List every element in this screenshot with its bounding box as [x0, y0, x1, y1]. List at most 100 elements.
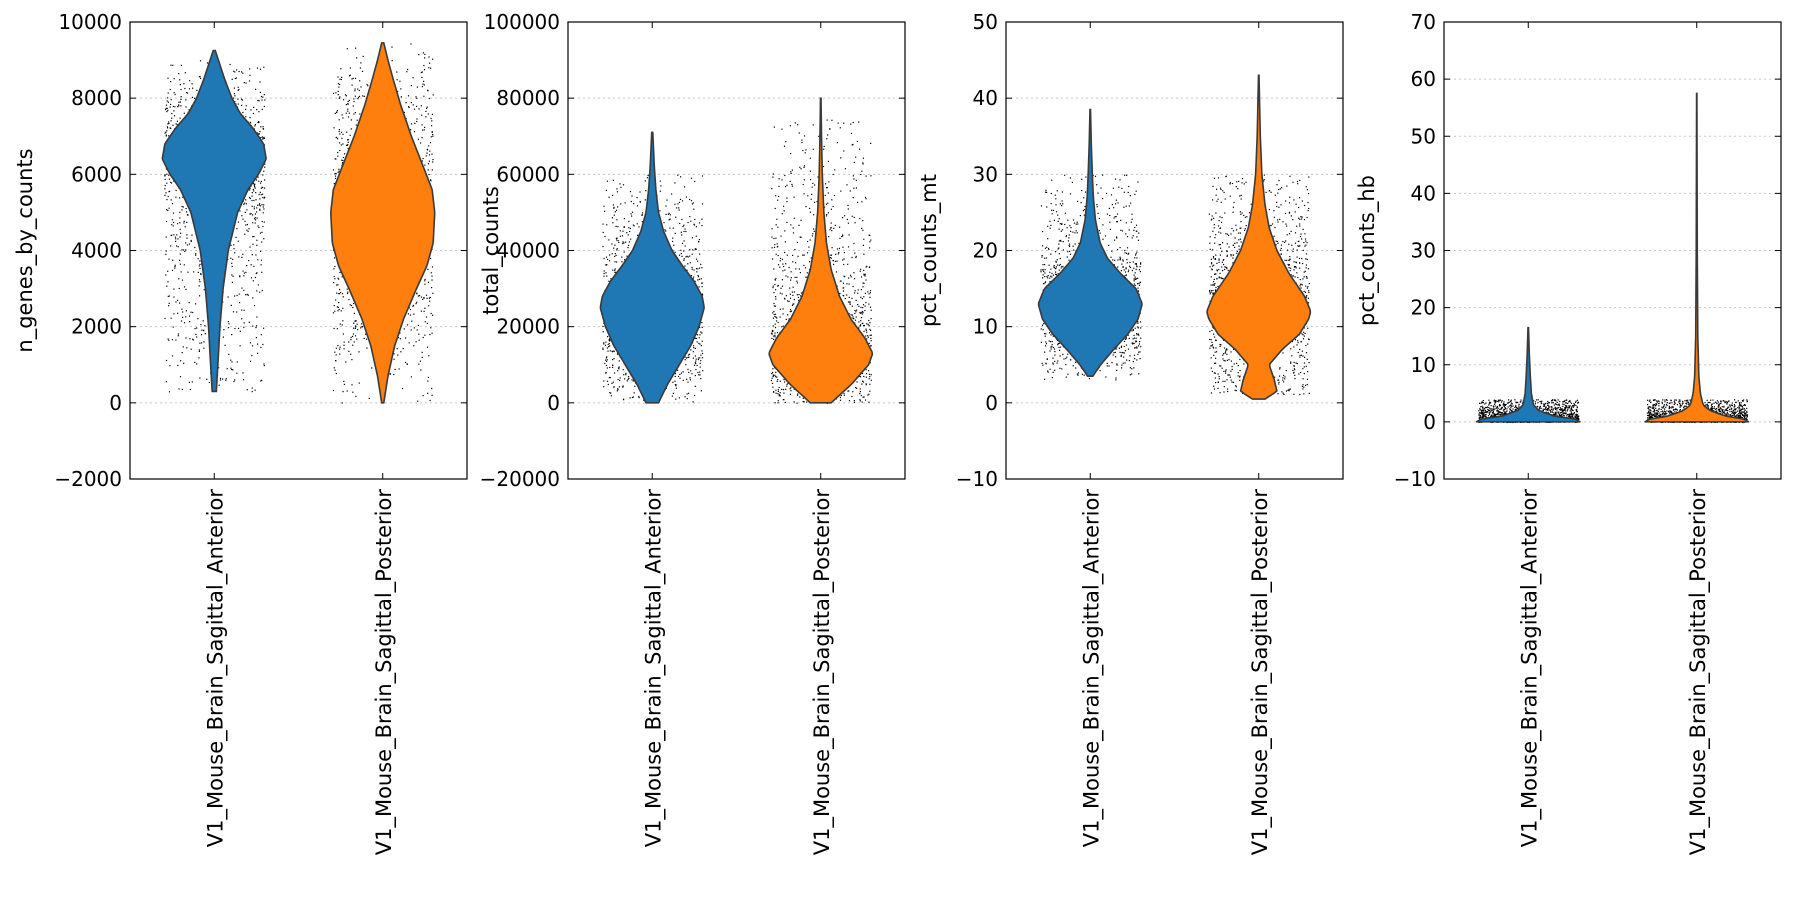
data-point [413, 108, 416, 110]
data-point [605, 341, 607, 343]
data-point [183, 222, 185, 224]
data-point [353, 341, 355, 343]
data-point [368, 397, 370, 399]
data-point [644, 180, 646, 182]
data-point [263, 197, 265, 199]
data-point [199, 263, 201, 265]
data-point [251, 205, 253, 207]
data-point [243, 275, 245, 277]
data-point [681, 218, 683, 221]
data-point [679, 222, 681, 225]
data-point [605, 359, 607, 361]
data-point [864, 196, 867, 198]
data-point [259, 68, 262, 70]
data-point [227, 296, 229, 298]
data-point [802, 149, 804, 152]
data-point [694, 347, 696, 349]
data-point [260, 137, 262, 139]
data-point [342, 333, 344, 335]
panel-n-genes-by-counts: −20000200040006000800010000V1_Mouse_Brai… [13, 10, 468, 855]
data-point [173, 78, 175, 80]
data-point [399, 80, 401, 82]
data-point [338, 308, 340, 311]
data-point [428, 154, 431, 156]
data-point [174, 93, 176, 96]
data-point [193, 271, 195, 273]
data-point [347, 147, 349, 150]
data-point [258, 121, 260, 123]
data-point [342, 156, 345, 159]
data-point [424, 307, 426, 309]
data-point [615, 271, 617, 273]
data-point [603, 272, 605, 275]
data-point [353, 113, 355, 115]
data-point [697, 358, 699, 361]
data-point [829, 229, 831, 231]
data-point [232, 369, 234, 371]
data-point [200, 273, 202, 276]
data-point [607, 383, 609, 386]
data-point [338, 86, 340, 88]
data-point [245, 203, 247, 205]
data-point [680, 231, 682, 233]
data-point [851, 314, 853, 316]
data-point [165, 134, 167, 136]
data-point [605, 256, 608, 258]
data-point [609, 338, 611, 340]
data-point [677, 203, 679, 205]
data-point [169, 106, 171, 108]
data-point [633, 392, 635, 394]
data-point [261, 231, 263, 233]
data-point [333, 282, 335, 284]
data-point [245, 108, 247, 110]
data-point [181, 279, 184, 281]
data-point [244, 202, 246, 204]
data-point [641, 214, 643, 216]
data-point [681, 255, 683, 257]
data-point [198, 265, 200, 267]
data-point [204, 325, 206, 327]
data-point [181, 209, 183, 211]
data-point [339, 149, 341, 152]
data-point [425, 116, 427, 118]
data-point [253, 206, 255, 208]
data-point [430, 179, 432, 181]
data-point [679, 198, 682, 200]
data-point [354, 335, 357, 337]
data-point [166, 173, 168, 175]
data-point [413, 131, 416, 133]
data-point [786, 385, 788, 387]
data-point [694, 248, 696, 251]
data-point [227, 327, 230, 329]
data-point [425, 316, 428, 318]
data-point [423, 310, 425, 313]
data-point [696, 271, 698, 273]
data-point [192, 338, 194, 340]
data-point [695, 258, 698, 260]
data-point [350, 119, 352, 121]
data-point [609, 366, 611, 369]
data-point [410, 102, 412, 104]
data-point [619, 235, 621, 237]
data-point [615, 209, 618, 211]
data-point [352, 391, 354, 393]
data-point [166, 285, 168, 287]
data-point [334, 173, 336, 175]
data-point [423, 296, 425, 299]
data-point [186, 211, 188, 213]
data-point [165, 274, 167, 276]
data-point [602, 325, 604, 327]
data-point [621, 261, 623, 263]
data-point [403, 328, 405, 330]
data-point [697, 274, 699, 277]
data-point [700, 360, 702, 362]
data-point [783, 265, 785, 268]
data-point [206, 62, 209, 64]
data-point [248, 260, 250, 262]
data-point [676, 207, 678, 209]
data-point [699, 343, 701, 345]
data-point [858, 305, 860, 307]
data-point [417, 138, 419, 140]
data-point [167, 295, 169, 297]
data-point [190, 311, 192, 313]
